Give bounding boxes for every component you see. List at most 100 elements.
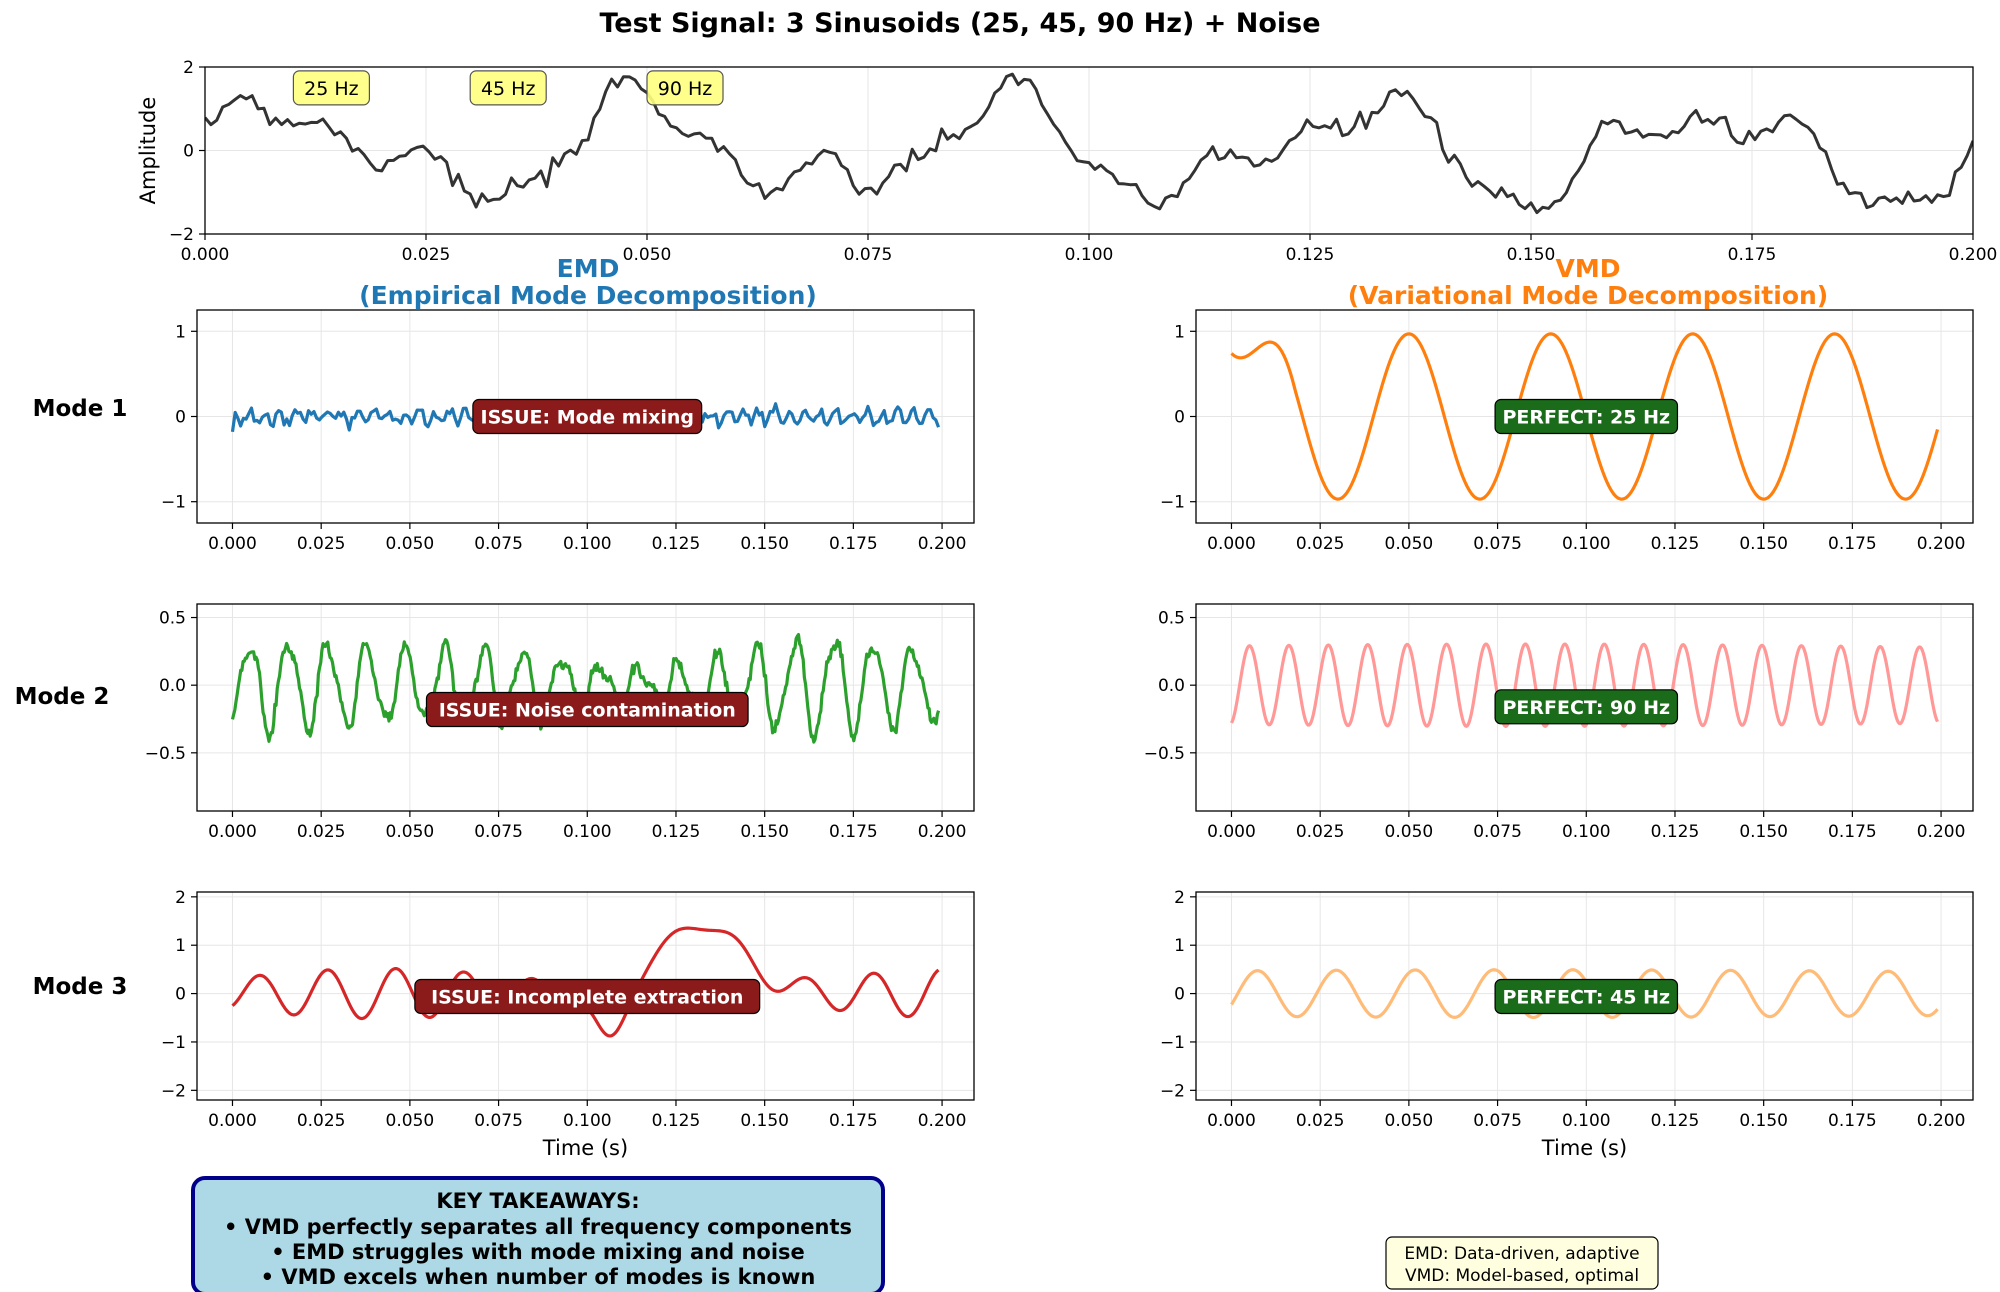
emd2-ytick-label: 0.5	[159, 609, 186, 629]
vmd1-ytick-label: 0	[1174, 408, 1185, 428]
emd3-xtick-label: 0.025	[297, 1111, 346, 1131]
vmd2-ytick-label: 0.5	[1158, 609, 1185, 629]
vmd2-ytick-label: −0.5	[1144, 744, 1185, 764]
emd3-xtick-label: 0.000	[208, 1111, 257, 1131]
signal-xtick-label: 0.000	[181, 245, 230, 265]
emd1-xtick-label: 0.100	[563, 534, 612, 554]
signal-xtick-label: 0.200	[1949, 245, 1998, 265]
emd1-xtick-label: 0.025	[297, 534, 346, 554]
freq-label-1: 45 Hz	[469, 70, 547, 106]
emd2-frame	[196, 603, 975, 812]
freq-label-text: 25 Hz	[304, 78, 359, 100]
vmd1-xtick-label: 0.050	[1385, 534, 1434, 554]
vmd1-xtick-label: 0.000	[1207, 534, 1256, 554]
vmd3-xtick-label: 0.150	[1739, 1111, 1788, 1131]
vmd-header-line1: VMD	[1556, 254, 1621, 283]
axes-emd2: 0.000 0.025 0.050 0.075 0.100 0.125 0.150 0.175…	[145, 603, 975, 842]
emd1-xtick-label: 0.125	[652, 534, 701, 554]
vmd2-series-line	[1230, 642, 1939, 728]
signal-xtick-label: 0.050	[623, 245, 672, 265]
emd3-badge-text: ISSUE: Incomplete extraction	[431, 986, 743, 1008]
freq-label-box	[646, 70, 724, 106]
signal-xtick-label: 0.100	[1065, 245, 1114, 265]
emd1-xtick-label: 0.050	[386, 534, 435, 554]
figure-title: Test Signal: 3 Sinusoids (25, 45, 90 Hz)…	[599, 8, 1320, 39]
vmd3-badge: PERFECT: 45 Hz	[1494, 978, 1679, 1015]
signal-ytick-label: −2	[169, 225, 194, 245]
vmd1-xtick-label: 0.025	[1296, 534, 1345, 554]
row-label-mode2: Mode 2	[15, 684, 110, 710]
emd2-xtick-label: 0.200	[918, 822, 967, 842]
emd2-xtick-label: 0.025	[297, 822, 346, 842]
emd3-xtick-label: 0.125	[652, 1111, 701, 1131]
emd2-xtick-label: 0.000	[208, 822, 257, 842]
vmd3-xtick-label: 0.050	[1385, 1111, 1434, 1131]
vmd2-xtick-label: 0.200	[1917, 822, 1966, 842]
emd2-xtick-label: 0.075	[474, 822, 523, 842]
vmd3-frame	[1195, 891, 1974, 1101]
freq-label-box	[469, 70, 547, 106]
vmd2-badge-text: PERFECT: 90 Hz	[1502, 697, 1670, 719]
vmd1-xtick-label: 0.175	[1828, 534, 1877, 554]
vmd3-xtick-label: 0.200	[1917, 1111, 1966, 1131]
vmd1-badge-text: PERFECT: 25 Hz	[1502, 407, 1670, 429]
takeaways-line-1: • VMD perfectly separates all frequency …	[224, 1215, 852, 1239]
vmd2-xtick-label: 0.000	[1207, 822, 1256, 842]
signal-series-line	[205, 72, 1973, 215]
vmd2-frame	[1195, 603, 1974, 812]
vmd2-xtick-label: 0.100	[1562, 822, 1611, 842]
emd3-ytick-label: −1	[161, 1033, 186, 1053]
vmd3-ytick-label: 0	[1174, 985, 1185, 1005]
vmd3-ytick-label: −1	[1160, 1033, 1185, 1053]
emd3-ytick-label: −2	[161, 1081, 186, 1101]
emd3-xtick-label: 0.175	[829, 1111, 878, 1131]
emd3-xtick-label: 0.100	[563, 1111, 612, 1131]
emd3-xtick-label: 0.200	[918, 1111, 967, 1131]
vmd2-badge-box	[1494, 689, 1679, 725]
vmd3-xtick-label: 0.000	[1207, 1111, 1256, 1131]
emd1-xtick-label: 0.000	[208, 534, 257, 554]
vmd2-grid	[1196, 604, 1973, 811]
vmd1-badge: PERFECT: 25 Hz	[1494, 398, 1679, 435]
axes-signal: 0.000 0.025 0.050 0.075 0.100 0.125 0.150 0.175…	[136, 58, 1997, 265]
vmd3-xtick-label: 0.125	[1651, 1111, 1700, 1131]
vmd2-xtick-label: 0.175	[1828, 822, 1877, 842]
emd1-ytick-label: 1	[175, 322, 186, 342]
emd1-xtick-label: 0.200	[918, 534, 967, 554]
emd2-xtick-label: 0.100	[563, 822, 612, 842]
vmd-header-line2: (Variational Mode Decomposition)	[1348, 281, 1828, 310]
emd-header-line2: (Empirical Mode Decomposition)	[359, 281, 817, 310]
vmd2-badge: PERFECT: 90 Hz	[1494, 689, 1679, 725]
vmd3-badge-box	[1494, 978, 1679, 1015]
vmd2-xtick-label: 0.025	[1296, 822, 1345, 842]
emd1-ytick-label: −1	[161, 493, 186, 513]
vmd1-xtick-label: 0.150	[1739, 534, 1788, 554]
emd3-ytick-label: 2	[175, 888, 186, 908]
emd3-xtick-label: 0.050	[386, 1111, 435, 1131]
vmd3-xlabel: Time (s)	[1541, 1136, 1627, 1160]
takeaways-title: KEY TAKEAWAYS:	[436, 1189, 639, 1213]
vmd3-ytick-label: 2	[1174, 888, 1185, 908]
freq-label-box	[292, 70, 370, 106]
method-note-box: EMD: Data-driven, adaptive VMD: Model-ba…	[1385, 1236, 1659, 1290]
signal-ytick-label: 0	[183, 142, 194, 162]
emd3-ytick-label: 0	[175, 985, 186, 1005]
vmd3-xtick-label: 0.175	[1828, 1111, 1877, 1131]
vmd1-xtick-label: 0.200	[1917, 534, 1966, 554]
emd1-badge: ISSUE: Mode mixing	[472, 398, 703, 435]
axes-vmd1: 0.000 0.025 0.050 0.075 0.100 0.125 0.150 0.175…	[1160, 309, 1974, 554]
takeaways-line-3: • VMD excels when number of modes is kno…	[261, 1265, 816, 1289]
freq-label-2: 90 Hz	[646, 70, 724, 106]
takeaways-box-frame	[191, 1176, 885, 1292]
emd2-xtick-label: 0.150	[740, 822, 789, 842]
axes-vmd3: 0.000 0.025 0.050 0.075 0.100 0.125 0.150 0.175…	[1160, 888, 1974, 1160]
emd2-ytick-label: 0.0	[159, 676, 186, 696]
signal-xtick-label: 0.175	[1728, 245, 1777, 265]
vmd1-ytick-label: −1	[1160, 493, 1185, 513]
emd1-ytick-label: 0	[175, 408, 186, 428]
emd2-xtick-label: 0.125	[652, 822, 701, 842]
axes-layer: 0.000 0.025 0.050 0.075 0.100 0.125 0.150 0.175…	[136, 58, 1997, 1160]
emd3-xtick-label: 0.075	[474, 1111, 523, 1131]
emd3-badge-box	[414, 978, 761, 1015]
emd1-badge-text: ISSUE: Mode mixing	[481, 407, 694, 429]
